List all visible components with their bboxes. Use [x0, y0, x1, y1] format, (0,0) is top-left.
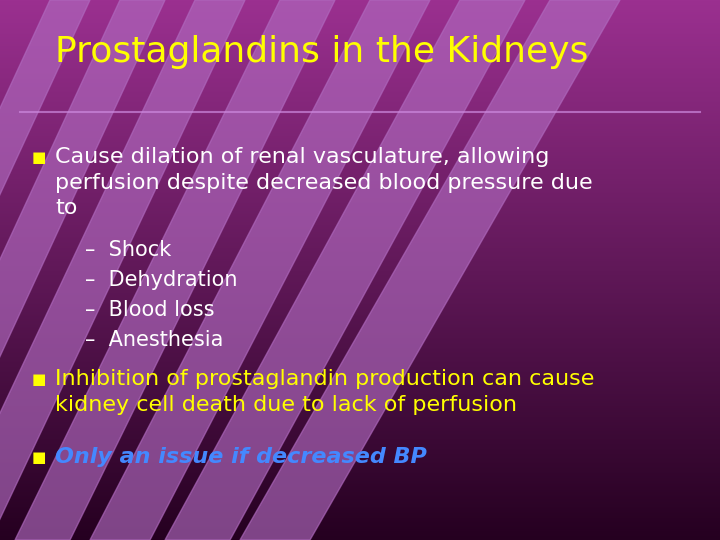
Text: ■: ■: [32, 450, 46, 465]
Polygon shape: [0, 0, 165, 540]
Polygon shape: [0, 0, 245, 540]
Polygon shape: [240, 0, 620, 540]
Text: –  Anesthesia: – Anesthesia: [85, 330, 223, 350]
Polygon shape: [0, 0, 90, 540]
Text: Prostaglandins in the Kidneys: Prostaglandins in the Kidneys: [55, 35, 588, 69]
Text: Cause dilation of renal vasculature, allowing
perfusion despite decreased blood : Cause dilation of renal vasculature, all…: [55, 147, 593, 218]
Text: –  Dehydration: – Dehydration: [85, 270, 238, 290]
Text: Inhibition of prostaglandin production can cause
kidney cell death due to lack o: Inhibition of prostaglandin production c…: [55, 369, 595, 415]
Text: ■: ■: [32, 372, 46, 387]
Polygon shape: [15, 0, 335, 540]
Text: ■: ■: [32, 150, 46, 165]
Bar: [0, 0, 720, 110]
Text: –  Shock: – Shock: [85, 240, 171, 260]
Text: Only an issue if decreased BP: Only an issue if decreased BP: [55, 447, 427, 467]
Polygon shape: [165, 0, 525, 540]
Polygon shape: [90, 0, 430, 540]
Text: –  Blood loss: – Blood loss: [85, 300, 215, 320]
